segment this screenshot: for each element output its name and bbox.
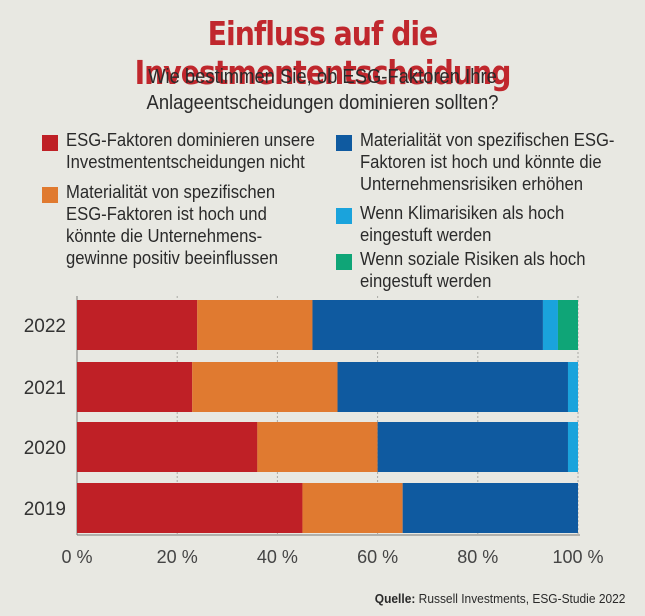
chart-subtitle-line-1: Wie bestimmen Sie, ob ESG-Faktoren Ihre <box>148 66 497 88</box>
bar-segment-2019-1 <box>77 483 303 533</box>
legend-item-climate: Wenn Klimarisiken als hoch eingestuft we… <box>336 202 587 246</box>
legend-swatch <box>42 187 58 203</box>
legend-swatch <box>42 135 58 151</box>
x-tick-label: 100 % <box>552 547 603 567</box>
bar-segment-2019-3 <box>402 483 578 533</box>
x-tick-label: 60 % <box>357 547 398 567</box>
bar-segment-2020-4 <box>567 422 578 472</box>
bar-segment-2020-1 <box>77 422 258 472</box>
source-text: Russell Investments, ESG-Studie 2022 <box>418 591 625 606</box>
bar-segment-2021-4 <box>567 362 578 412</box>
bar-segment-2022-4 <box>542 300 558 350</box>
legend-swatch <box>336 208 352 224</box>
x-tick-label: 20 % <box>157 547 198 567</box>
legend-label: Wenn Klimarisiken als hoch eingestuft we… <box>360 202 565 245</box>
legend-item-not-dominant: ESG-Faktoren dominieren unsere Investmen… <box>42 129 343 173</box>
x-tick-label: 80 % <box>457 547 498 567</box>
source-note: Quelle: Russell Investments, ESG-Studie … <box>374 591 625 606</box>
category-label: 2020 <box>24 438 66 459</box>
legend-label: Materialität von spezifischen ESG- Fakto… <box>360 129 615 194</box>
bar-segment-2022-3 <box>312 300 543 350</box>
chart-subtitle-line-2: Anlageentscheidungen dominieren sollten? <box>146 92 499 114</box>
bar-segment-2021-1 <box>77 362 193 412</box>
legend-swatch <box>336 254 352 270</box>
bar-segment-2020-2 <box>257 422 378 472</box>
source-label: Quelle: <box>374 591 415 606</box>
legend-item-profit: Materialität von spezifischen ESG-Faktor… <box>42 181 302 269</box>
category-label: 2021 <box>24 378 66 399</box>
legend-swatch <box>336 135 352 151</box>
legend-label: Materialität von spezifischen ESG-Faktor… <box>66 181 278 268</box>
bar-segment-2019-2 <box>302 483 403 533</box>
legend-label: Wenn soziale Risiken als hoch eingestuft… <box>360 248 586 291</box>
legend-label: ESG-Faktoren dominieren unsere Investmen… <box>66 129 315 172</box>
bar-segment-2022-5 <box>557 300 578 350</box>
bar-segment-2021-2 <box>192 362 338 412</box>
bar-segment-2022-2 <box>197 300 313 350</box>
x-tick-label: 40 % <box>257 547 298 567</box>
bar-segment-2022-1 <box>77 300 198 350</box>
x-tick-label: 0 % <box>61 547 92 567</box>
bar-segment-2020-3 <box>377 422 568 472</box>
bar-segment-2021-3 <box>337 362 568 412</box>
category-label: 2022 <box>24 316 66 337</box>
category-label: 2019 <box>24 499 66 520</box>
legend-item-social: Wenn soziale Risiken als hoch eingestuft… <box>336 248 611 292</box>
legend-item-risk: Materialität von spezifischen ESG- Fakto… <box>336 129 643 195</box>
chart-title: Einfluss auf die Investmententscheidung <box>134 14 512 92</box>
